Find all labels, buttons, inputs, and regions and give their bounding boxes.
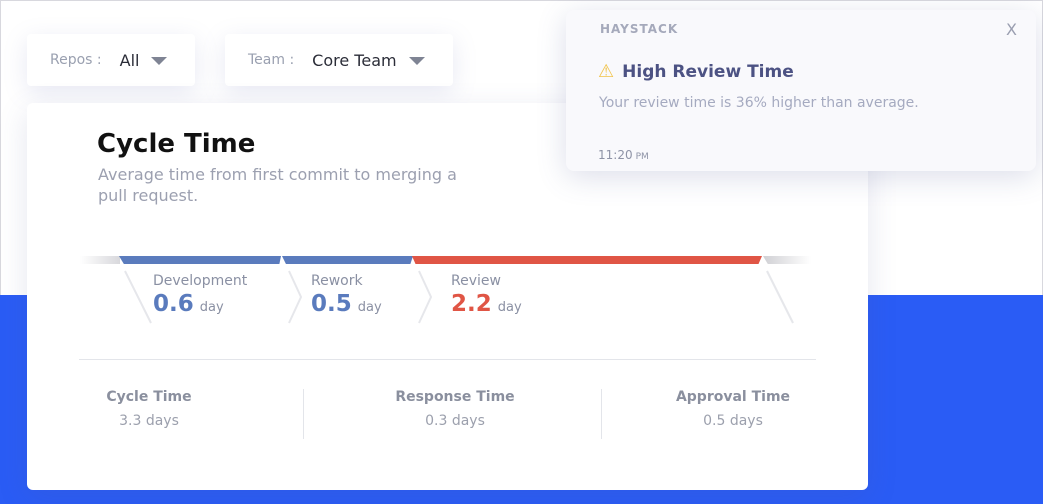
stat-value: 0.3 days xyxy=(425,413,485,429)
stage-rework: Rework 0.5 day xyxy=(311,273,382,317)
stage-name: Review xyxy=(451,273,501,289)
bar-rework xyxy=(282,256,413,264)
stage-unit: day xyxy=(199,300,224,315)
repos-value: All xyxy=(119,50,140,70)
bar-end-fade xyxy=(763,256,811,264)
chevron-down-icon xyxy=(151,57,168,65)
stat-cycle-time: Cycle Time 3.3 days xyxy=(99,389,199,429)
stat-value: 3.3 days xyxy=(119,413,179,429)
repos-label: Repos : xyxy=(50,52,102,68)
bar-review xyxy=(412,256,762,264)
notification-toast[interactable]: HAYSTACK X ⚠ High Review Time Your review… xyxy=(566,10,1036,171)
team-filter[interactable]: Team : Core Team xyxy=(225,34,453,86)
team-label: Team : xyxy=(248,52,295,68)
stage-value: 0.5 xyxy=(311,291,352,317)
card-title: Cycle Time xyxy=(97,129,256,159)
stage-name: Rework xyxy=(311,273,363,289)
stat-label: Cycle Time xyxy=(106,389,192,405)
stage-unit: day xyxy=(497,300,522,315)
stage-name: Development xyxy=(153,273,248,289)
team-value: Core Team xyxy=(312,50,397,70)
card-subtitle: Average time from first commit to mergin… xyxy=(98,165,457,205)
stat-value: 0.5 days xyxy=(703,413,763,429)
stage-development: Development 0.6 day xyxy=(153,273,247,317)
stage-unit: day xyxy=(357,300,382,315)
chevron-down-icon xyxy=(408,57,425,65)
bar-development xyxy=(119,256,281,264)
stage-value: 2.2 xyxy=(451,291,492,317)
stat-label: Approval Time xyxy=(675,389,791,405)
notification-title: High Review Time xyxy=(622,61,794,82)
notification-time: 11:20 PM xyxy=(598,148,649,162)
repos-filter[interactable]: Repos : All xyxy=(27,34,195,86)
stat-label: Response Time xyxy=(395,389,515,405)
stat-approval-time: Approval Time 0.5 days xyxy=(667,389,799,429)
close-icon[interactable]: X xyxy=(1006,20,1017,39)
notification-brand: HAYSTACK xyxy=(600,22,679,36)
stat-response-time: Response Time 0.3 days xyxy=(385,389,525,429)
warning-icon: ⚠ xyxy=(598,61,615,82)
notification-message: Your review time is 36% higher than aver… xyxy=(599,95,919,111)
divider xyxy=(79,359,816,360)
stage-review: Review 2.2 day xyxy=(451,273,522,317)
stage-value: 0.6 xyxy=(153,291,194,317)
bar-start-fade xyxy=(80,256,120,264)
stage-chevrons xyxy=(124,270,794,324)
divider xyxy=(601,389,602,439)
divider xyxy=(303,389,304,439)
time-value: 11:20 xyxy=(598,148,633,162)
time-ampm: PM xyxy=(635,152,649,162)
